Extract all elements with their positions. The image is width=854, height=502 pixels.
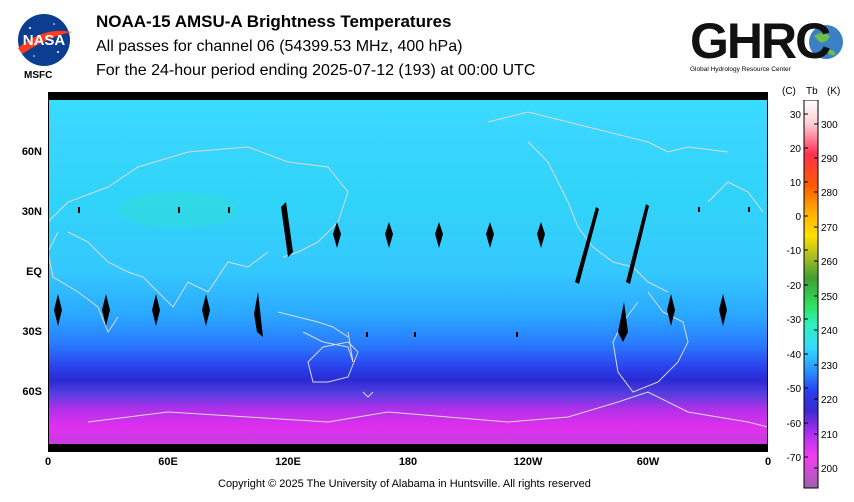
- colorbar: 30 20 10 0 -10 -20 -30 -40 -50 -60 -70 3…: [787, 100, 838, 489]
- lat-label-30s: 30S: [22, 326, 42, 338]
- brightness-temperature-map: [48, 92, 768, 452]
- lon-label-120e: 120E: [275, 456, 301, 468]
- msfc-label: MSFC: [24, 70, 53, 81]
- page-title: NOAA-15 AMSU-A Brightness Temperatures: [96, 12, 452, 31]
- kelvin-tick-200: 200: [821, 464, 838, 475]
- lon-label-0-left: 0: [44, 456, 52, 468]
- kelvin-tick-210: 210: [821, 430, 838, 441]
- lon-label-60e: 60E: [158, 456, 178, 468]
- kelvin-tick-250: 250: [821, 292, 838, 303]
- lon-label-120w: 120W: [513, 456, 543, 468]
- nasa-logo-text: NASA: [23, 32, 66, 49]
- celsius-tick-minus20: -20: [787, 281, 802, 292]
- celsius-tick-minus70: -70: [787, 453, 802, 464]
- channel-subtitle: All passes for channel 06 (54399.53 MHz,…: [96, 38, 463, 55]
- celsius-tick-20: 20: [790, 144, 802, 155]
- colorbar-celsius-unit: (C): [782, 86, 796, 97]
- ghrc-tagline: Global Hydrology Resource Center: [690, 66, 791, 73]
- swath-gaps: [54, 202, 727, 342]
- colorbar-kelvin-unit: (K): [827, 86, 841, 97]
- colorbar-tb-label: Tb: [806, 86, 818, 97]
- celsius-tick-minus50: -50: [787, 384, 802, 395]
- kelvin-tick-240: 240: [821, 326, 838, 337]
- north-gap-band: [48, 92, 768, 100]
- coastlines: [48, 111, 768, 428]
- south-gap-band: [48, 444, 768, 452]
- kelvin-tick-300: 300: [821, 120, 838, 131]
- kelvin-tick-260: 260: [821, 257, 838, 268]
- lon-label-0-right: 0: [764, 456, 772, 468]
- lon-label-60w: 60W: [636, 456, 660, 468]
- ghrc-logo: GHRC: [690, 13, 843, 69]
- celsius-tick-minus30: -30: [787, 315, 802, 326]
- celsius-tick-minus40: -40: [787, 350, 802, 361]
- kelvin-tick-230: 230: [821, 361, 838, 372]
- lat-label-eq: EQ: [26, 266, 42, 278]
- celsius-tick-30: 30: [790, 110, 802, 121]
- lat-label-30n: 30N: [21, 206, 42, 218]
- kelvin-tick-290: 290: [821, 154, 838, 165]
- celsius-tick-minus10: -10: [787, 246, 802, 257]
- kelvin-tick-280: 280: [821, 188, 838, 199]
- lat-label-60n: 60N: [21, 146, 42, 158]
- celsius-tick-0: 0: [795, 212, 801, 223]
- lat-label-60s: 60S: [22, 386, 42, 398]
- colorbar-gradient: [803, 100, 819, 489]
- lon-label-180: 180: [398, 456, 418, 468]
- ghrc-logo-text: GHRC: [690, 13, 830, 69]
- kelvin-tick-270: 270: [821, 223, 838, 234]
- copyright-notice: Copyright © 2025 The University of Alaba…: [218, 478, 591, 490]
- kelvin-tick-220: 220: [821, 395, 838, 406]
- celsius-tick-10: 10: [790, 178, 802, 189]
- nasa-logo: NASA: [18, 14, 72, 66]
- celsius-tick-minus60: -60: [787, 419, 802, 430]
- period-subtitle: For the 24-hour period ending 2025-07-12…: [96, 62, 536, 79]
